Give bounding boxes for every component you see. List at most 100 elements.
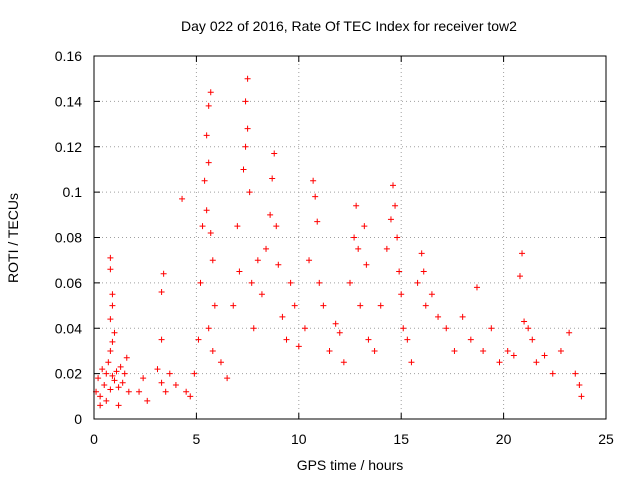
x-tick-label: 15 — [393, 431, 409, 447]
data-point — [291, 302, 298, 309]
data-point — [187, 393, 194, 400]
data-point — [326, 347, 333, 354]
data-point — [107, 254, 114, 261]
x-tick-label: 10 — [291, 431, 307, 447]
y-tick-label: 0.06 — [55, 275, 82, 291]
data-point — [549, 370, 556, 377]
data-point — [275, 261, 282, 268]
data-point — [504, 347, 511, 354]
y-tick-label: 0.08 — [55, 230, 82, 246]
data-point — [207, 229, 214, 236]
data-point — [295, 343, 302, 350]
data-point — [103, 370, 110, 377]
data-point — [435, 313, 442, 320]
data-point — [557, 347, 564, 354]
data-point — [310, 177, 317, 184]
data-point — [240, 166, 247, 173]
data-point — [365, 336, 372, 343]
data-point — [377, 302, 384, 309]
data-point — [273, 223, 280, 230]
data-point — [279, 313, 286, 320]
data-point — [428, 291, 435, 298]
data-point — [217, 359, 224, 366]
data-point — [211, 302, 218, 309]
x-tick-label: 25 — [598, 431, 614, 447]
data-point — [121, 370, 128, 377]
y-tick-labels: 0 0.02 0.04 0.06 0.08 0.1 0.12 0.14 0.16 — [55, 48, 82, 427]
data-point — [115, 384, 122, 391]
data-point — [443, 325, 450, 332]
data-point — [269, 175, 276, 182]
data-point — [242, 98, 249, 105]
y-tick-label: 0.04 — [55, 320, 82, 336]
data-point — [107, 347, 114, 354]
data-point — [230, 302, 237, 309]
data-point — [205, 325, 212, 332]
data-point — [183, 388, 190, 395]
data-point — [357, 302, 364, 309]
grid — [94, 56, 606, 419]
data-point — [140, 375, 147, 382]
data-point — [154, 366, 161, 373]
data-point — [205, 102, 212, 109]
x-axis-label: GPS time / hours — [297, 457, 404, 473]
data-point — [408, 359, 415, 366]
chart-title: Day 022 of 2016, Rate Of TEC Index for r… — [181, 18, 517, 34]
data-point — [398, 291, 405, 298]
data-point — [390, 182, 397, 189]
data-point — [312, 193, 319, 200]
data-point — [97, 402, 104, 409]
data-point — [510, 352, 517, 359]
data-point — [172, 381, 179, 388]
data-point — [107, 386, 114, 393]
data-point — [351, 234, 358, 241]
data-point — [473, 284, 480, 291]
x-tick-label: 0 — [90, 431, 98, 447]
data-point — [451, 347, 458, 354]
data-point — [115, 402, 122, 409]
data-point — [201, 177, 208, 184]
data-point — [287, 279, 294, 286]
data-point — [521, 318, 528, 325]
data-point — [136, 388, 143, 395]
x-tick-label: 5 — [193, 431, 201, 447]
data-point — [459, 313, 466, 320]
data-point — [355, 245, 362, 252]
data-point — [99, 366, 106, 373]
data-point — [301, 325, 308, 332]
data-point — [404, 336, 411, 343]
data-point — [533, 359, 540, 366]
data-point — [207, 89, 214, 96]
data-point — [95, 375, 102, 382]
data-point — [363, 261, 370, 268]
data-point — [209, 257, 216, 264]
data-point — [566, 329, 573, 336]
data-point — [336, 329, 343, 336]
data-point — [105, 359, 112, 366]
data-point — [158, 336, 165, 343]
data-point — [347, 279, 353, 286]
x-tick-label: 20 — [496, 431, 512, 447]
data-point — [396, 268, 403, 275]
data-point — [191, 370, 198, 377]
data-point — [205, 159, 212, 166]
data-point — [160, 270, 167, 277]
y-tick-label: 0.12 — [55, 139, 82, 155]
data-point — [109, 338, 116, 345]
data-point — [242, 143, 249, 150]
data-point — [158, 288, 165, 295]
data-point — [394, 234, 401, 241]
data-point — [234, 223, 241, 230]
y-tick-label: 0 — [74, 411, 82, 427]
data-point — [306, 257, 313, 264]
data-point — [119, 379, 126, 386]
data-point — [525, 325, 532, 332]
data-point — [125, 388, 132, 395]
data-point — [332, 320, 339, 327]
data-points — [93, 75, 585, 409]
data-point — [271, 150, 278, 157]
data-point — [199, 223, 206, 230]
data-point — [103, 397, 110, 404]
data-point — [203, 207, 210, 214]
